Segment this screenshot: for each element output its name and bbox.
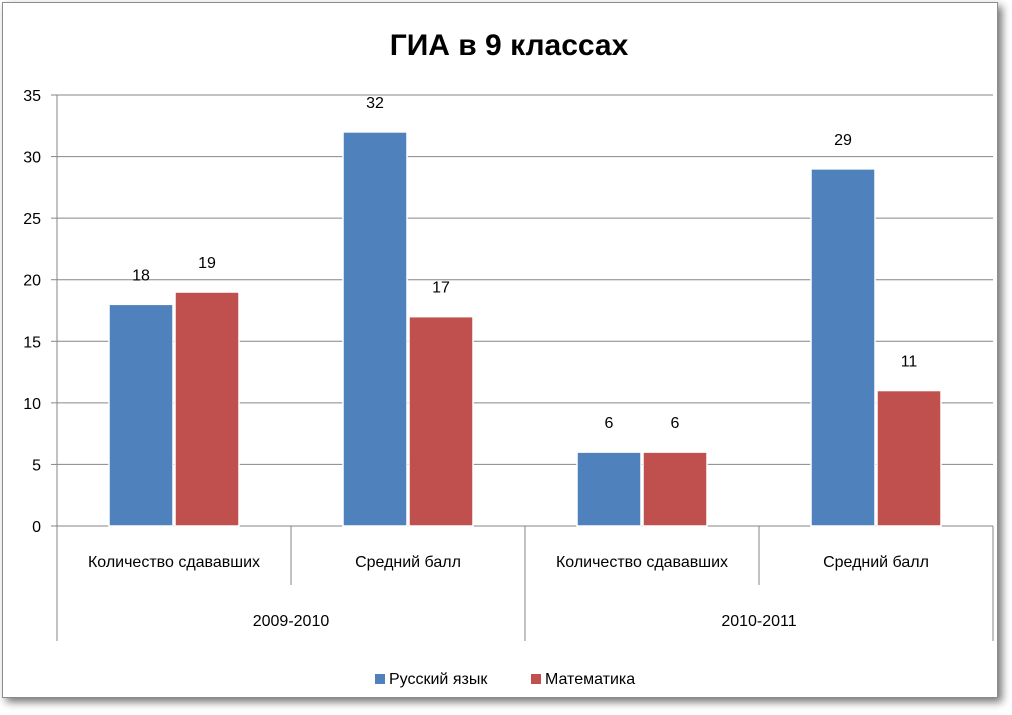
y-tick-label-20: 20 [23,273,41,290]
y-tick-label-15: 15 [23,334,41,351]
bar-series2-2 [642,451,708,527]
y-tick-label-5: 5 [32,457,41,474]
data-label: 6 [671,415,680,432]
data-label: 18 [132,267,150,284]
x-category-label: Количество сдававших [556,554,728,571]
x-category-label: Средний балл [823,554,929,571]
bar-series2-0 [174,291,240,527]
bars [108,131,942,527]
legend-swatch-1 [375,674,385,684]
data-label: 11 [901,354,918,371]
legend-swatch-2 [531,674,541,684]
chart-title: ГИА в 9 классах [390,29,629,62]
x-category-label: Средний балл [355,554,461,571]
bar-series2-1 [408,315,474,527]
data-label: 29 [834,132,852,149]
y-tick-label-10: 10 [23,396,41,413]
legend-label-1: Русский язык [389,671,488,688]
y-tick-label-35: 35 [23,88,41,105]
bar-series1-2 [576,451,642,527]
axes: 0 5 10 15 20 25 30 35 2009-2010 2010-2011 Количест… [23,88,994,641]
bar-series1-3 [810,168,876,527]
data-label: 19 [198,255,216,272]
legend: Русский язык Математика [375,671,635,688]
data-labels: 18 32 6 29 19 17 6 11 [132,95,917,432]
y-tick-label-30: 30 [23,150,41,167]
chart-frame: ГИА в 9 классах 0 5 10 15 20 25 30 35 2009-2010 2… [2,2,998,698]
bar-chart: ГИА в 9 классах 0 5 10 15 20 25 30 35 2009-2010 2… [23,29,994,688]
legend-label-2: Математика [545,671,635,688]
data-label: 32 [366,95,384,112]
bar-series2-3 [876,389,942,527]
y-tick-label-25: 25 [23,211,41,228]
data-label: 17 [432,280,450,297]
bar-series1-0 [108,303,174,527]
bar-series1-1 [342,131,408,527]
x-group-label: 2010-2011 [721,613,796,630]
x-group-label: 2009-2010 [253,613,330,630]
y-tick-label-0: 0 [32,519,41,536]
data-label: 6 [605,415,614,432]
x-category-label: Количество сдававших [88,554,260,571]
